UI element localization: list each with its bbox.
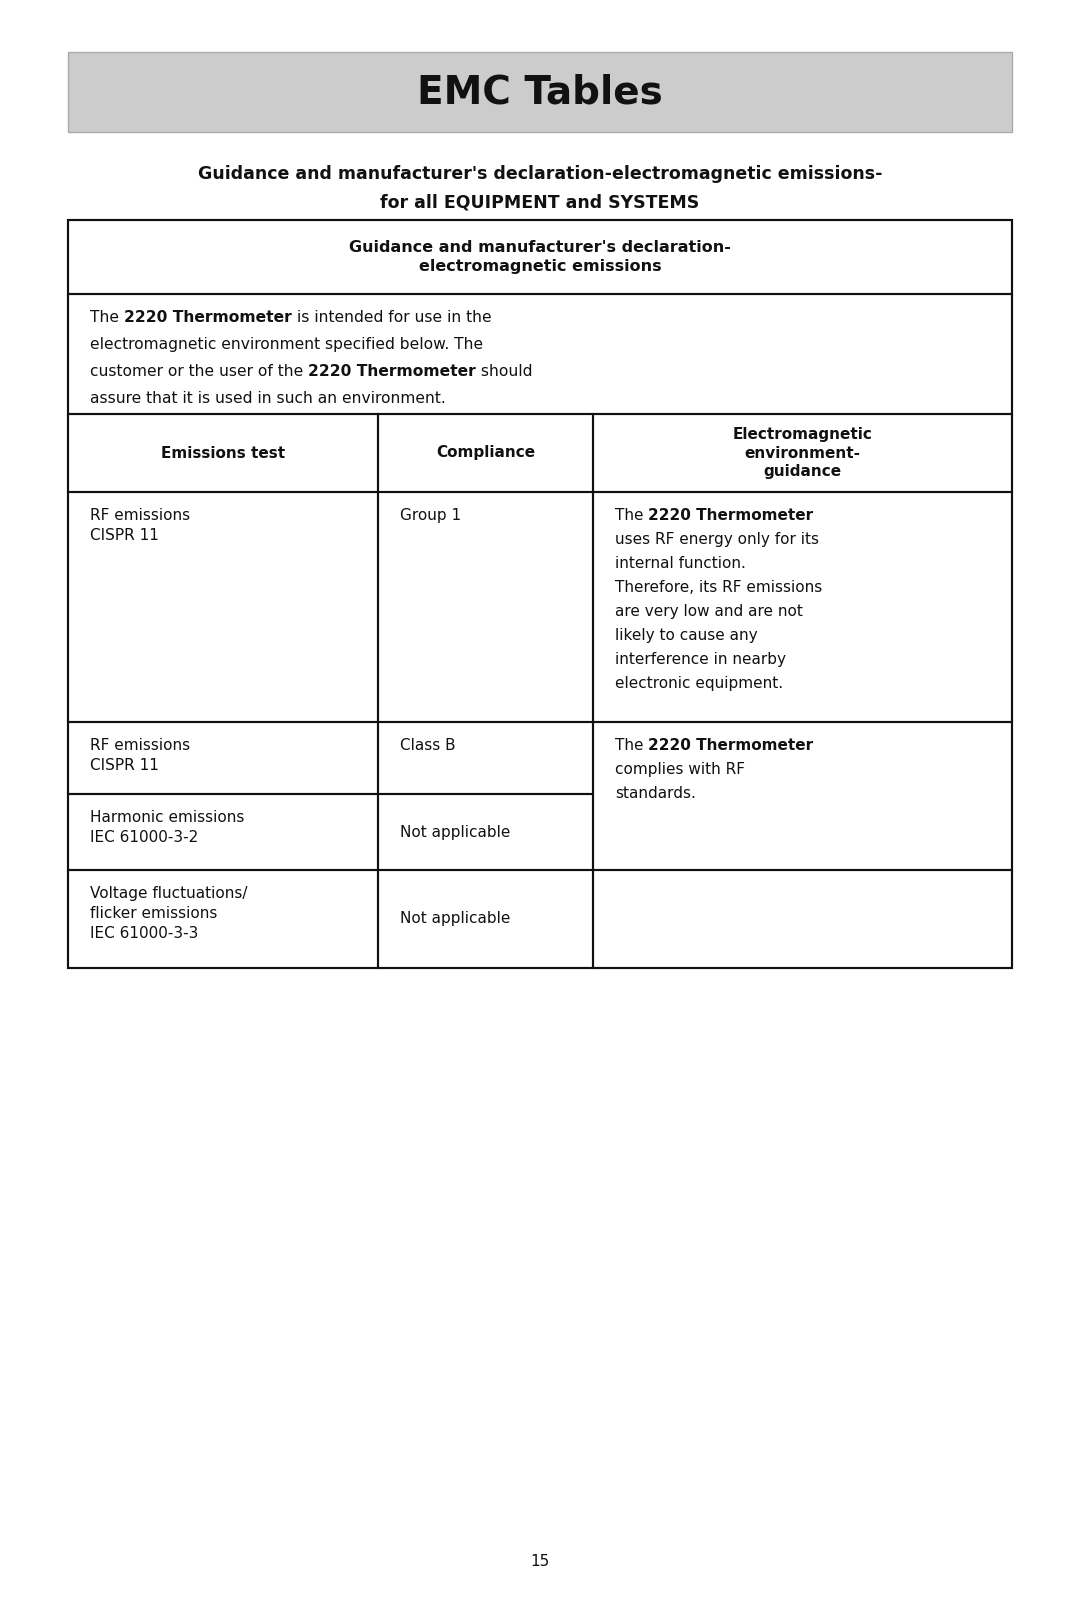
Bar — [68, 870, 378, 968]
Text: 15: 15 — [530, 1553, 550, 1569]
Text: assure that it is used in such an environment.: assure that it is used in such an enviro… — [90, 391, 446, 405]
Text: 2220 Thermometer: 2220 Thermometer — [648, 738, 813, 754]
Text: likely to cause any: likely to cause any — [615, 627, 758, 644]
Bar — [68, 493, 378, 721]
Text: Harmonic emissions
IEC 61000-3-2: Harmonic emissions IEC 61000-3-2 — [90, 810, 244, 845]
Bar — [68, 220, 1012, 293]
Text: Guidance and manufacturer's declaration-
electromagnetic emissions: Guidance and manufacturer's declaration-… — [349, 240, 731, 274]
Text: Class B: Class B — [400, 738, 456, 754]
Text: Electromagnetic
environment-
guidance: Electromagnetic environment- guidance — [732, 426, 873, 480]
Text: Not applicable: Not applicable — [400, 911, 511, 927]
Text: complies with RF: complies with RF — [615, 762, 745, 776]
Bar — [378, 794, 593, 870]
Text: 2220 Thermometer: 2220 Thermometer — [308, 365, 476, 379]
Bar — [68, 220, 1012, 968]
Bar — [593, 493, 1012, 721]
Text: electronic equipment.: electronic equipment. — [615, 676, 783, 691]
Text: Emissions test: Emissions test — [161, 446, 285, 460]
Text: are very low and are not: are very low and are not — [615, 605, 802, 619]
Text: The: The — [90, 310, 124, 324]
Bar — [378, 870, 593, 968]
Text: The: The — [615, 738, 648, 754]
Bar — [68, 413, 378, 493]
Text: Voltage fluctuations/
flicker emissions
IEC 61000-3-3: Voltage fluctuations/ flicker emissions … — [90, 887, 247, 940]
Text: for all EQUIPMENT and SYSTEMS: for all EQUIPMENT and SYSTEMS — [380, 193, 700, 211]
Bar — [68, 52, 1012, 131]
Bar — [68, 794, 378, 870]
Bar — [68, 721, 378, 794]
Text: customer or the user of the: customer or the user of the — [90, 365, 308, 379]
Bar — [593, 870, 1012, 968]
Bar — [378, 413, 593, 493]
Text: Compliance: Compliance — [436, 446, 535, 460]
Bar — [378, 721, 593, 794]
Bar — [593, 721, 1012, 870]
Text: uses RF energy only for its: uses RF energy only for its — [615, 532, 819, 546]
Text: Guidance and manufacturer's declaration-electromagnetic emissions-: Guidance and manufacturer's declaration-… — [198, 165, 882, 183]
Text: internal function.: internal function. — [615, 556, 746, 571]
Text: EMC Tables: EMC Tables — [417, 73, 663, 110]
Text: standards.: standards. — [615, 786, 696, 801]
Text: 2220 Thermometer: 2220 Thermometer — [648, 507, 813, 524]
Bar — [378, 493, 593, 721]
Text: RF emissions
CISPR 11: RF emissions CISPR 11 — [90, 738, 190, 773]
Text: should: should — [476, 365, 532, 379]
Text: Group 1: Group 1 — [400, 507, 461, 524]
Bar — [68, 293, 1012, 413]
Bar — [593, 413, 1012, 493]
Text: RF emissions
CISPR 11: RF emissions CISPR 11 — [90, 507, 190, 543]
Text: interference in nearby: interference in nearby — [615, 652, 786, 666]
Text: Therefore, its RF emissions: Therefore, its RF emissions — [615, 580, 822, 595]
Text: The: The — [615, 507, 648, 524]
Text: Not applicable: Not applicable — [400, 825, 511, 840]
Text: 2220 Thermometer: 2220 Thermometer — [124, 310, 292, 324]
Text: is intended for use in the: is intended for use in the — [292, 310, 491, 324]
Text: electromagnetic environment specified below. The: electromagnetic environment specified be… — [90, 337, 483, 352]
